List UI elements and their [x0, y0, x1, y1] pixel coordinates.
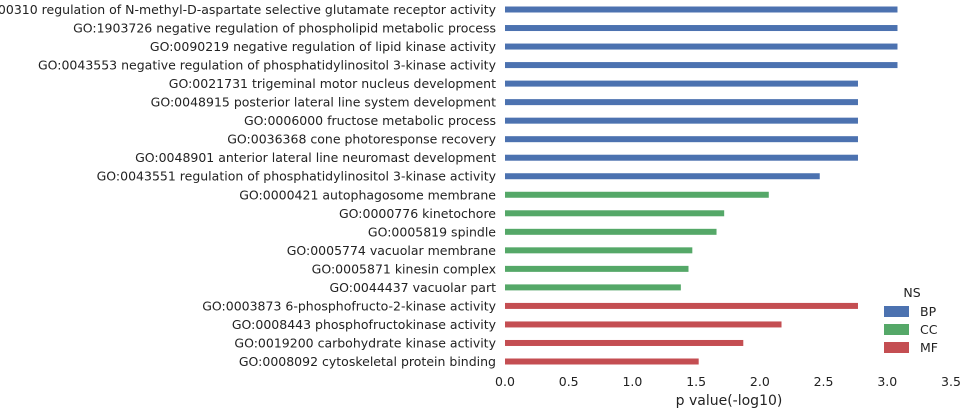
- category-label-1: GO:2000310 regulation of N-methyl-D-aspa…: [0, 2, 497, 17]
- bar-9: [505, 154, 858, 161]
- bar-2: [505, 25, 898, 32]
- bar-18: [505, 321, 782, 328]
- x-axis-ticks: 0.0 0.5 1.0 1.5 2.0 2.5 3.0 3.5: [495, 374, 961, 389]
- bar-13: [505, 228, 717, 235]
- x-tick-label-1: 0.0: [495, 374, 515, 389]
- legend-swatch-bp: [884, 306, 909, 317]
- category-label-13: GO:0005819 spindle: [368, 224, 496, 239]
- category-label-8: GO:0036368 cone photoresponse recovery: [227, 132, 496, 147]
- category-label-9: GO:0048901 anterior lateral line neuroma…: [135, 150, 496, 165]
- category-label-6: GO:0048915 posterior lateral line system…: [151, 95, 496, 110]
- legend: NS BP CC MF: [884, 285, 938, 355]
- bar-14: [505, 247, 693, 254]
- x-axis-title: p value(-log10): [676, 393, 783, 409]
- x-tick-label-2: 0.5: [559, 374, 579, 389]
- bar-17: [505, 302, 858, 309]
- x-tick-label-8: 3.5: [941, 374, 961, 389]
- bar-8: [505, 136, 858, 143]
- bar-19: [505, 339, 744, 346]
- legend-label-cc: CC: [920, 322, 938, 337]
- legend-swatch-cc: [884, 324, 909, 335]
- bar-5: [505, 80, 858, 87]
- x-tick-label-4: 1.5: [686, 374, 706, 389]
- category-label-7: GO:0006000 fructose metabolic process: [244, 113, 496, 128]
- category-label-17: GO:0003873 6-phosphofructo-2-kinase acti…: [202, 298, 496, 313]
- category-label-11: GO:0000421 autophagosome membrane: [239, 187, 496, 202]
- bar-16: [505, 284, 681, 291]
- category-label-19: GO:0019200 carbohydrate kinase activity: [234, 335, 496, 350]
- legend-label-mf: MF: [920, 340, 938, 355]
- category-label-16: GO:0044437 vacuolar part: [329, 280, 496, 295]
- legend-label-bp: BP: [920, 304, 937, 319]
- category-labels: GO:2000310 regulation of N-methyl-D-aspa…: [0, 2, 497, 369]
- category-label-10: GO:0043551 regulation of phosphatidylino…: [97, 169, 497, 184]
- x-tick-label-6: 2.5: [814, 374, 834, 389]
- category-label-12: GO:0000776 kinetochore: [339, 206, 496, 221]
- bar-11: [505, 191, 769, 198]
- x-tick-label-7: 3.0: [877, 374, 897, 389]
- x-tick-label-5: 2.0: [750, 374, 770, 389]
- category-label-18: GO:0008443 phosphofructokinase activity: [232, 317, 497, 332]
- bar-10: [505, 173, 820, 180]
- bar-6: [505, 99, 858, 106]
- legend-entries: BP CC MF: [884, 304, 938, 355]
- category-label-2: GO:1903726 negative regulation of phosph…: [73, 21, 496, 36]
- bar-3: [505, 43, 898, 50]
- bar-7: [505, 117, 858, 124]
- category-label-5: GO:0021731 trigeminal motor nucleus deve…: [169, 76, 496, 91]
- bar-4: [505, 62, 898, 69]
- bar-1: [505, 6, 898, 13]
- legend-title: NS: [903, 285, 920, 300]
- legend-swatch-mf: [884, 342, 909, 353]
- category-label-14: GO:0005774 vacuolar membrane: [287, 243, 497, 258]
- category-label-3: GO:0090219 negative regulation of lipid …: [150, 39, 497, 54]
- category-label-4: GO:0043553 negative regulation of phosph…: [38, 58, 497, 73]
- bar-12: [505, 210, 725, 217]
- bar-15: [505, 265, 689, 272]
- category-label-15: GO:0005871 kinesin complex: [312, 261, 496, 276]
- bars-layer: [505, 6, 898, 365]
- bar-20: [505, 358, 699, 365]
- x-tick-label-3: 1.0: [622, 374, 642, 389]
- category-label-20: GO:0008092 cytoskeletal protein binding: [239, 354, 496, 369]
